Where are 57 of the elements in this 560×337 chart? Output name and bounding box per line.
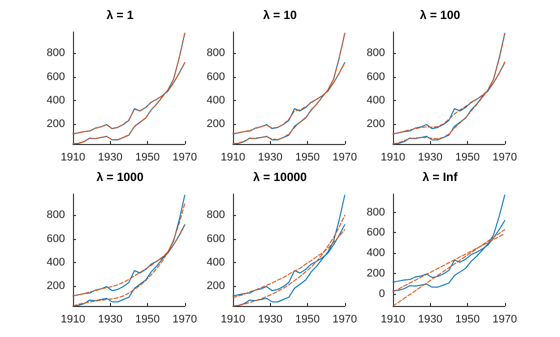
y-tick-label: 400 — [206, 94, 225, 106]
x-tick-label: 1910 — [60, 314, 86, 326]
y-tick-label: 800 — [206, 209, 225, 222]
x-tick-label: 1930 — [258, 152, 282, 164]
y-tick-label: 200 — [366, 118, 385, 130]
x-tick-label: 1950 — [295, 314, 320, 326]
y-tick-label: 800 — [46, 47, 65, 60]
x-tick-label: 1930 — [98, 314, 122, 326]
x-tick-label: 1910 — [220, 314, 246, 326]
x-tick-label: 1970 — [492, 152, 518, 164]
x-tick-label: 1970 — [172, 152, 198, 164]
x-tick-label: 1910 — [380, 314, 406, 326]
y-tick-label: 600 — [206, 232, 225, 245]
x-tick-label: 1970 — [332, 314, 358, 326]
x-tick-label: 1970 — [172, 314, 198, 326]
line-series — [72, 32, 186, 144]
chart-title: λ = 1 — [106, 8, 134, 22]
x-tick-label: 1910 — [60, 152, 86, 164]
chart-title: λ = 1000 — [96, 170, 144, 184]
y-tick-label: 800 — [206, 47, 225, 60]
y-tick-label: 600 — [206, 70, 225, 83]
y-tick-label: 0 — [378, 288, 385, 300]
chart-title: λ = 100 — [420, 8, 461, 22]
y-tick-label: 200 — [206, 280, 225, 292]
y-tick-label: 600 — [46, 232, 65, 245]
x-tick-label: 1910 — [380, 152, 406, 164]
x-tick-label: 1930 — [258, 314, 282, 326]
y-tick-label: 600 — [46, 70, 65, 83]
x-tick-label: 1930 — [418, 152, 442, 164]
y-tick-label: 600 — [366, 70, 385, 83]
x-tick-label: 1950 — [135, 314, 160, 326]
y-tick-label: 600 — [366, 226, 385, 239]
x-tick-label: 1970 — [492, 314, 518, 326]
y-tick-label: 400 — [206, 256, 225, 268]
x-tick-label: 1950 — [135, 152, 160, 164]
chart-title: λ = 10 — [263, 8, 298, 22]
y-tick-label: 400 — [366, 94, 385, 106]
y-tick-label: 400 — [366, 247, 385, 260]
y-tick-label: 800 — [366, 206, 385, 218]
chart-title: λ = Inf — [422, 170, 459, 184]
y-tick-label: 400 — [46, 256, 65, 268]
y-tick-label: 400 — [46, 94, 65, 106]
x-tick-label: 1910 — [220, 152, 246, 164]
x-tick-label: 1950 — [455, 152, 480, 164]
x-tick-label: 1930 — [98, 152, 122, 164]
x-tick-label: 1950 — [295, 152, 320, 164]
y-tick-label: 800 — [46, 209, 65, 222]
y-tick-label: 200 — [206, 118, 225, 130]
y-tick-label: 200 — [366, 267, 385, 280]
chart-title: λ = 10000 — [253, 170, 308, 184]
x-tick-label: 1970 — [332, 152, 358, 164]
x-tick-label: 1930 — [418, 314, 442, 326]
y-tick-label: 800 — [366, 47, 385, 60]
line-series — [392, 194, 506, 292]
x-tick-label: 1950 — [455, 314, 480, 326]
y-tick-label: 200 — [46, 118, 65, 130]
y-tick-label: 200 — [46, 280, 65, 292]
